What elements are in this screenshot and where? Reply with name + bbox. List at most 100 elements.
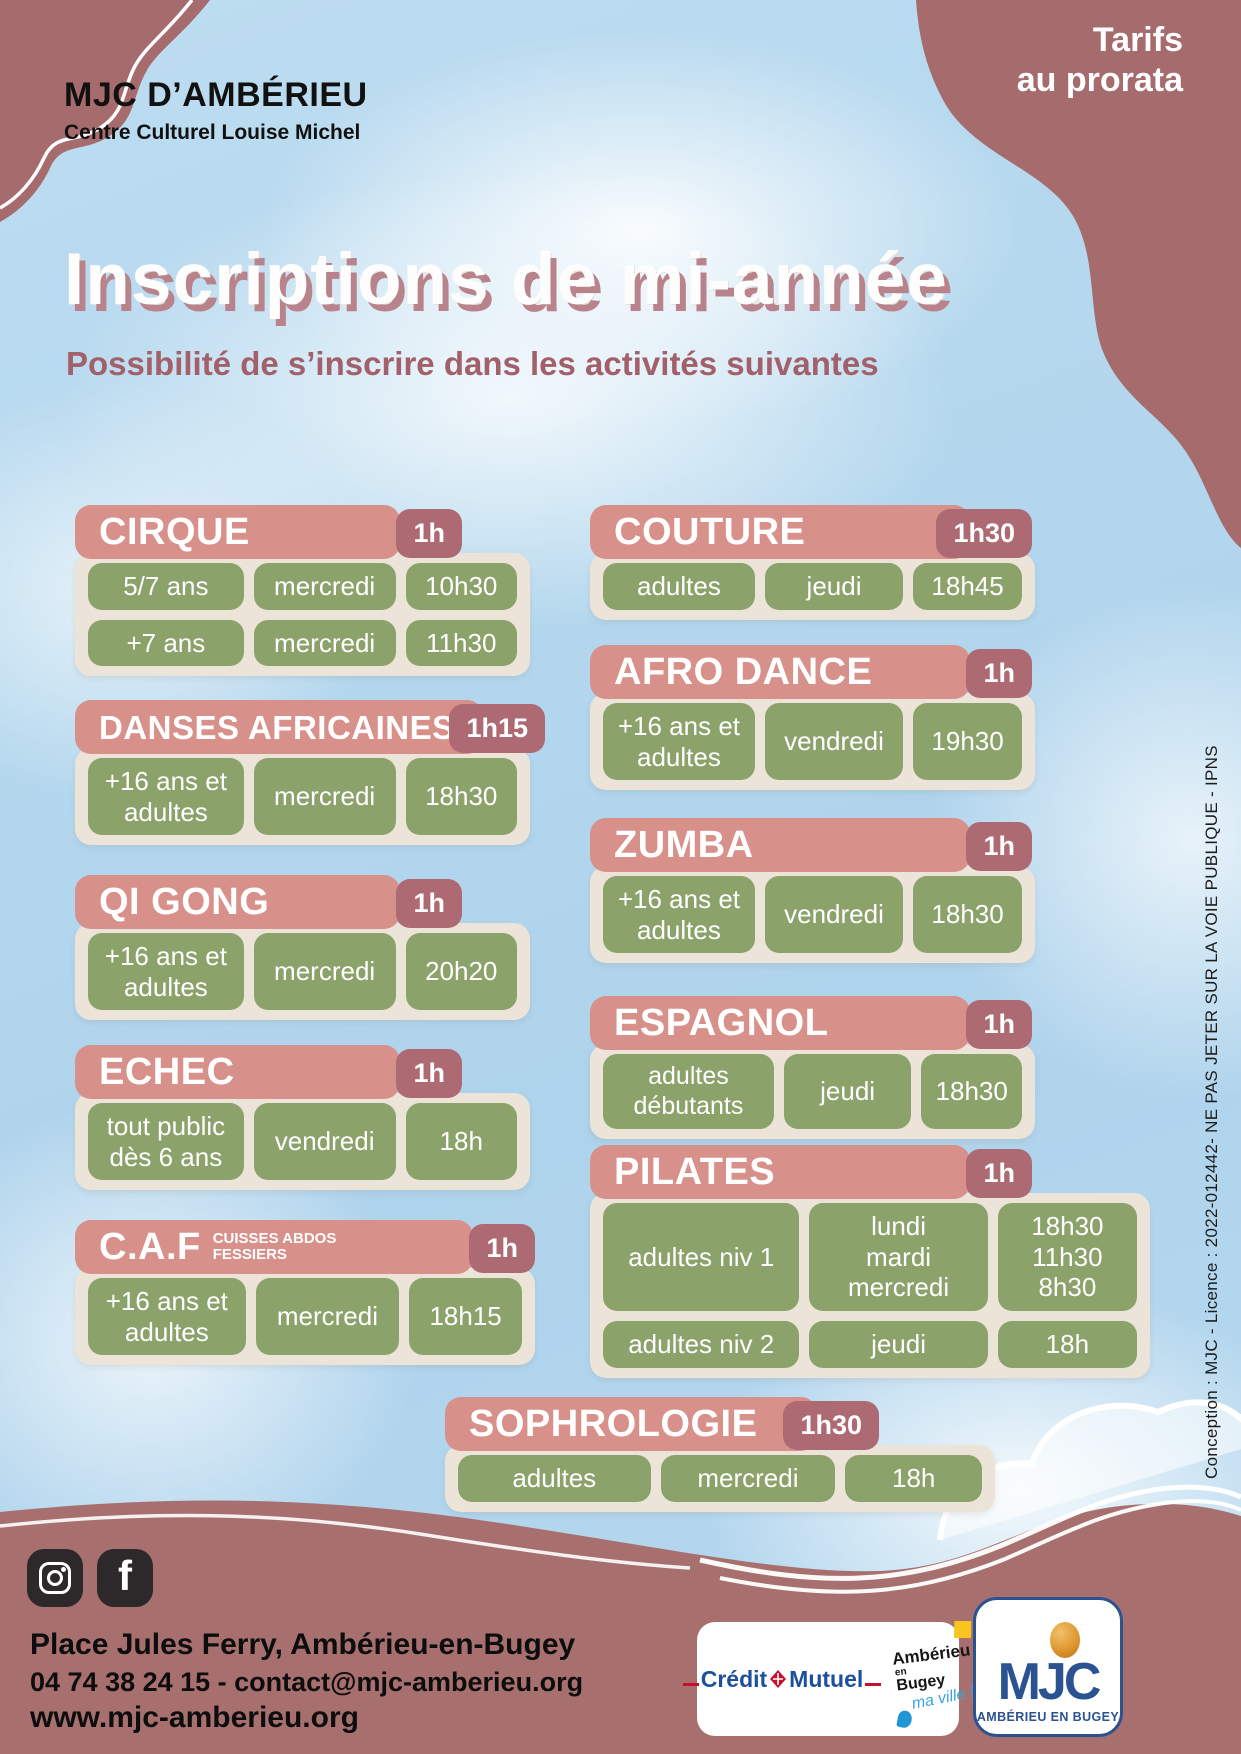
duration-badge: 1h <box>469 1224 535 1273</box>
activity-header: C.A.F CUISSES ABDOS FESSIERS 1h <box>75 1220 535 1274</box>
activity-card-sophrologie: SOPHROLOGIE 1h30 adultes mercredi 18h <box>445 1397 995 1512</box>
facebook-icon[interactable] <box>97 1549 153 1607</box>
schedule-row: +16 ans et adultes mercredi 18h15 <box>88 1278 522 1356</box>
audience-pill: adultes débutants <box>603 1054 774 1129</box>
activity-name: DANSES AFRICAINES <box>99 708 455 746</box>
activity-name: COUTURE <box>614 511 806 553</box>
activity-card-danses-africaines: DANSES AFRICAINES 1h15 +16 ans et adulte… <box>75 700 545 846</box>
tarifs-au-prorata: Tarifs au prorata <box>1016 21 1183 100</box>
activity-card-qi-gong: QI GONG 1h +16 ans et adultes mercredi 2… <box>75 875 530 1021</box>
duration-badge: 1h <box>966 1000 1032 1049</box>
time-pill: 18h <box>405 1103 517 1181</box>
schedule-panel: adultes débutants jeudi 18h30 <box>590 1044 1035 1139</box>
yellow-square <box>954 1620 972 1639</box>
facebook-glyph <box>118 1555 132 1597</box>
schedule-panel: +16 ans et adultes mercredi 20h20 <box>75 923 530 1021</box>
time-pill: 18h45 <box>913 563 1022 610</box>
activity-name: ZUMBA <box>614 824 754 866</box>
day-pill: jeudi <box>764 563 904 610</box>
day-pill: mercredi <box>660 1455 836 1502</box>
activity-header: CIRQUE 1h <box>75 505 462 559</box>
time-pill: 18h <box>845 1455 982 1502</box>
audience-pill: tout public dès 6 ans <box>88 1103 244 1181</box>
instagram-icon[interactable] <box>27 1549 83 1607</box>
credit-mutuel-icon <box>770 1670 787 1688</box>
day-pill: jeudi <box>809 1321 988 1368</box>
audience-pill: +16 ans et adultes <box>88 758 244 836</box>
day-pill: mercredi <box>253 619 396 667</box>
address-line: Place Jules Ferry, Ambérieu-en-Bugey <box>30 1628 576 1661</box>
activity-header: COUTURE 1h30 <box>590 505 1032 559</box>
duration-badge: 1h <box>966 822 1032 871</box>
website-line[interactable]: www.mjc-amberieu.org <box>30 1701 359 1734</box>
activity-header: DANSES AFRICAINES 1h15 <box>75 700 545 754</box>
audience-pill: 5/7 ans <box>88 563 244 610</box>
activity-name: ESPAGNOL <box>614 1002 829 1044</box>
phone-email-line[interactable]: 04 74 38 24 15 - contact@mjc-amberieu.or… <box>30 1667 584 1697</box>
time-pill: 18h30 <box>405 758 517 836</box>
schedule-row: adultes jeudi 18h45 <box>603 563 1022 610</box>
mjc-caption: AMBÉRIEU EN BUGEY <box>976 1710 1120 1724</box>
mjc-orange-ball <box>1050 1622 1080 1658</box>
time-pill: 18h <box>997 1321 1137 1368</box>
schedule-panel: adultes jeudi 18h45 <box>590 553 1035 620</box>
schedule-panel: 5/7 ans mercredi 10h30 +7 ans mercredi 1… <box>75 553 530 677</box>
activity-name: CIRQUE <box>99 511 250 553</box>
activity-card-zumba: ZUMBA 1h +16 ans et adultes vendredi 18h… <box>590 818 1035 964</box>
day-pill: mercredi <box>255 1278 400 1356</box>
schedule-row: 5/7 ans mercredi 10h30 <box>88 563 517 610</box>
mjc-logo-card: MJC AMBÉRIEU EN BUGEY <box>973 1597 1123 1737</box>
page-subtitle: Possibilité de s’inscrire dans les activ… <box>66 345 879 382</box>
day-pill: jeudi <box>783 1054 912 1129</box>
activity-name: QI GONG <box>99 881 270 923</box>
activity-card-echec: ECHEC 1h tout public dès 6 ans vendredi … <box>75 1045 530 1191</box>
audience-pill: +16 ans et adultes <box>603 703 755 781</box>
audience-pill: +16 ans et adultes <box>88 933 244 1011</box>
audience-pill: +16 ans et adultes <box>88 1278 246 1356</box>
day-pill: vendredi <box>253 1103 396 1181</box>
schedule-row: adultes mercredi 18h <box>458 1455 982 1502</box>
schedule-panel: +16 ans et adultes mercredi 18h15 <box>75 1268 535 1366</box>
audience-pill: +16 ans et adultes <box>603 876 755 954</box>
time-pill: 20h20 <box>405 933 517 1011</box>
audience-pill: +7 ans <box>88 619 244 667</box>
activity-card-afro-dance: AFRO DANCE 1h +16 ans et adultes vendred… <box>590 645 1035 791</box>
day-pill: lundi mardi mercredi <box>809 1203 988 1312</box>
activity-card-pilates: PILATES 1h adultes niv 1 lundi mardi mer… <box>590 1145 1150 1378</box>
credit-mutuel-logo: Crédit Mutuel <box>681 1666 884 1693</box>
activity-card-espagnol: ESPAGNOL 1h adultes débutants jeudi 18h3… <box>590 996 1035 1139</box>
time-pill: 18h30 11h30 8h30 <box>997 1203 1137 1312</box>
activity-subname: CUISSES ABDOS FESSIERS <box>212 1229 337 1263</box>
duration-badge: 1h <box>966 1149 1032 1198</box>
duration-badge: 1h <box>396 1049 462 1098</box>
activity-name: ECHEC <box>99 1051 235 1093</box>
schedule-panel: adultes mercredi 18h <box>445 1445 995 1512</box>
schedule-panel: tout public dès 6 ans vendredi 18h <box>75 1093 530 1191</box>
activity-header: ECHEC 1h <box>75 1045 462 1099</box>
schedule-row: adultes niv 1 lundi mardi mercredi 18h30… <box>603 1203 1137 1312</box>
legal-side-note: Conception : MJC - Licence : 2022-012442… <box>1202 745 1221 1479</box>
activity-card-cirque: CIRQUE 1h 5/7 ans mercredi 10h30 +7 ans … <box>75 505 530 677</box>
blue-blob <box>896 1709 914 1729</box>
page-title: Inscriptions de mi-année <box>64 239 948 320</box>
amberieu-ma-ville-logo: Ambérieu en Bugey ma ville ! <box>886 1620 981 1732</box>
day-pill: mercredi <box>253 563 396 610</box>
time-pill: 18h15 <box>409 1278 522 1356</box>
activity-header: SOPHROLOGIE 1h30 <box>445 1397 879 1451</box>
instagram-glyph <box>39 1562 71 1594</box>
activity-header: PILATES 1h <box>590 1145 1032 1199</box>
partners-card: Crédit Mutuel Ambérieu en Bugey ma ville… <box>682 1620 976 1736</box>
time-pill: 18h30 <box>921 1054 1023 1129</box>
mjc-logo: MJC <box>976 1622 1120 1708</box>
duration-badge: 1h <box>396 509 462 558</box>
schedule-row: +16 ans et adultes vendredi 19h30 <box>603 703 1022 781</box>
org-subtitle: Centre Culturel Louise Michel <box>64 121 361 144</box>
activity-card-couture: COUTURE 1h30 adultes jeudi 18h45 <box>590 505 1035 620</box>
activity-name: PILATES <box>614 1151 776 1193</box>
activity-card-caf: C.A.F CUISSES ABDOS FESSIERS 1h +16 ans … <box>75 1220 535 1366</box>
activity-header: ESPAGNOL 1h <box>590 996 1032 1050</box>
schedule-row: +16 ans et adultes vendredi 18h30 <box>603 876 1022 954</box>
schedule-panel: +16 ans et adultes vendredi 18h30 <box>590 866 1035 964</box>
schedule-row: adultes débutants jeudi 18h30 <box>603 1054 1023 1129</box>
